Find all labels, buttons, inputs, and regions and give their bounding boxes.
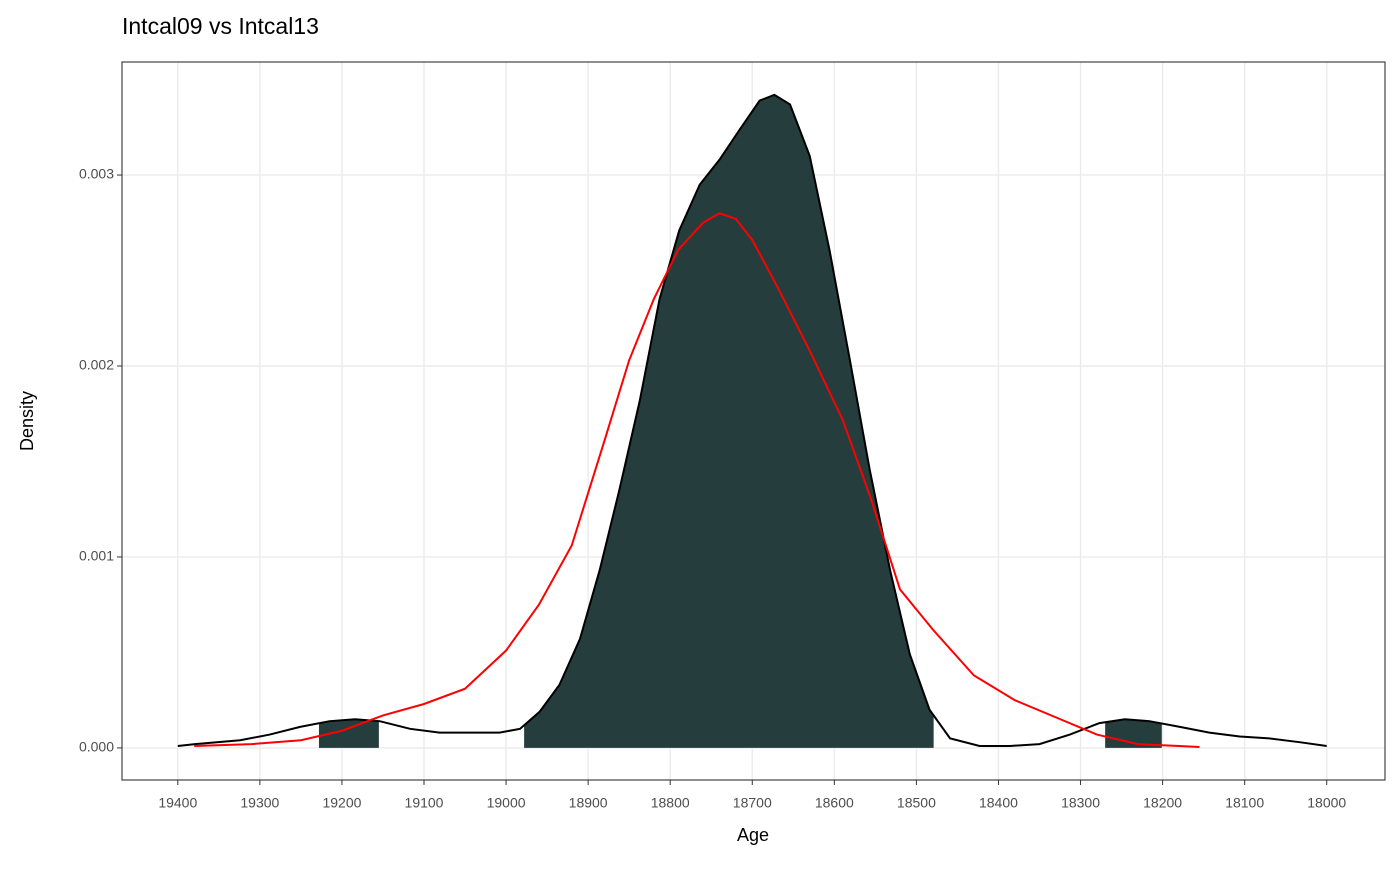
panel-border: [121, 61, 1386, 781]
x-tick-label: 19400: [158, 795, 197, 811]
x-tick-label: 19300: [240, 795, 279, 811]
x-tick-label: 19000: [487, 795, 526, 811]
x-tick-label: 18200: [1143, 795, 1182, 811]
x-tick-label: 18000: [1307, 795, 1346, 811]
x-tick-label: 19200: [322, 795, 361, 811]
x-tick-label: 18700: [733, 795, 772, 811]
x-axis-label: Age: [737, 825, 769, 845]
hpd-area: [524, 94, 934, 748]
x-tick-label: 18600: [815, 795, 854, 811]
density-line: [177, 93, 1327, 748]
y-tick-label: 0.000: [79, 739, 114, 755]
x-tick-label: 18100: [1225, 795, 1264, 811]
x-tick-label: 18900: [569, 795, 608, 811]
x-tick-label: 18500: [897, 795, 936, 811]
x-tick-label: 18800: [651, 795, 690, 811]
y-axis-label: Density: [17, 391, 37, 451]
hpd-area: [318, 719, 379, 748]
density-line: [194, 212, 1200, 748]
y-tick-label: 0.003: [79, 166, 114, 182]
y-tick-label: 0.001: [79, 548, 114, 564]
chart-title: Intcal09 vs Intcal13: [122, 13, 319, 39]
x-tick-label: 19100: [405, 795, 444, 811]
x-tick-label: 18400: [979, 795, 1018, 811]
y-tick-label: 0.002: [79, 357, 114, 373]
x-tick-label: 18300: [1061, 795, 1100, 811]
